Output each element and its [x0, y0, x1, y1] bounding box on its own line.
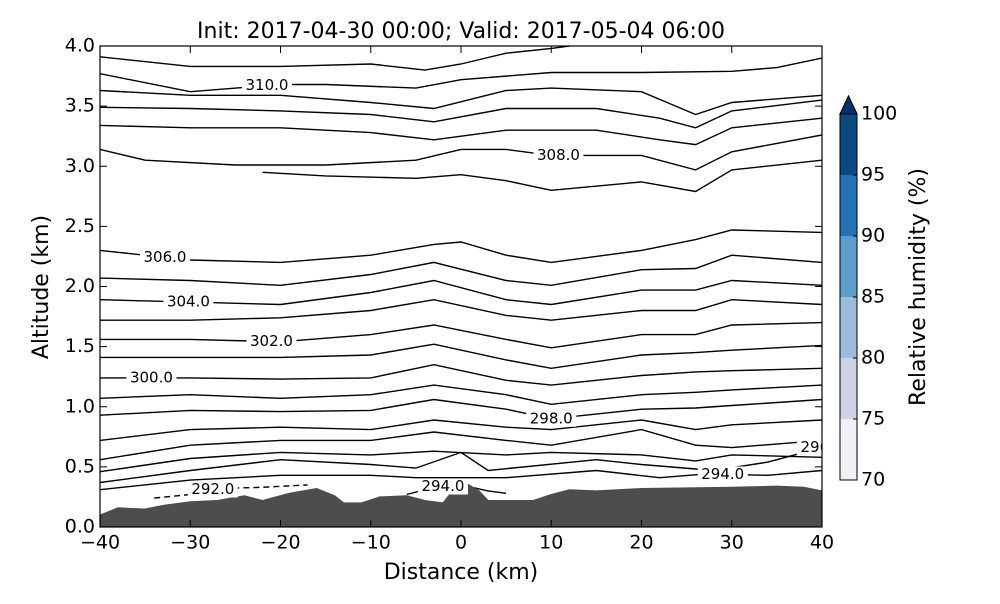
contour-label: 310.0 — [245, 76, 288, 94]
contour-line — [100, 99, 822, 129]
contour-line — [100, 87, 822, 116]
contour-line — [100, 321, 822, 349]
terrain — [100, 479, 822, 527]
colorbar-tick-label: 75 — [861, 408, 885, 430]
contour-label-gap — [187, 481, 238, 498]
colorbar-tick-label: 90 — [861, 225, 885, 247]
contour-line — [262, 159, 822, 193]
contour-label-gap — [797, 439, 822, 456]
x-tick-label: 20 — [629, 532, 653, 554]
contour-line — [100, 398, 822, 420]
colorbar-tick-label: 80 — [861, 347, 885, 369]
contour-line — [100, 419, 822, 442]
x-tick-label: 10 — [539, 532, 563, 554]
x-tick-label: 40 — [810, 532, 834, 554]
contour-label-gap — [241, 77, 292, 94]
contour-line — [100, 229, 822, 264]
contour-label-gap — [163, 294, 214, 311]
colorbar-segment — [840, 297, 857, 358]
contour-line — [100, 117, 822, 146]
contour-label: 292.0 — [191, 480, 234, 498]
y-tick-label: 1.5 — [65, 335, 95, 357]
colorbar-label: Relative humidity (%) — [906, 168, 931, 406]
y-axis-label: Altitude (km) — [29, 215, 54, 359]
contour-label-gap — [533, 147, 584, 164]
contour-label: 300.0 — [130, 368, 173, 386]
contour-line — [100, 254, 822, 287]
contour-line — [100, 450, 822, 473]
y-tick-label: 1.0 — [65, 395, 95, 417]
contour-label-gap — [417, 478, 468, 495]
contour-line — [100, 428, 822, 461]
contour-line — [100, 134, 822, 171]
contour-line — [100, 298, 822, 321]
contour-label-gap — [139, 249, 190, 266]
contour-line — [100, 384, 822, 406]
contour-label: 306.0 — [144, 248, 187, 266]
contour-line — [100, 343, 822, 370]
colorbar-tick-label: 95 — [861, 164, 885, 186]
contour-line — [100, 46, 570, 71]
y-tick-label: 4.0 — [65, 35, 95, 57]
contour-label: 302.0 — [250, 332, 293, 350]
y-tick-label: 3.5 — [65, 95, 95, 117]
chart-title: Init: 2017-04-30 00:00; Valid: 2017-05-0… — [197, 19, 725, 44]
contour-label: 304.0 — [167, 293, 210, 311]
contour-line — [100, 363, 822, 386]
colorbar-segment — [840, 358, 857, 419]
colorbar-segment — [840, 114, 857, 175]
colorbar-segment — [840, 236, 857, 297]
contour-label: 298.0 — [530, 409, 573, 427]
contour-line — [100, 279, 822, 306]
contour-label-gap — [697, 466, 748, 483]
colorbar-tick-label: 100 — [861, 103, 897, 125]
colorbar-tick-label: 85 — [861, 286, 885, 308]
y-tick-label: 0.5 — [65, 455, 95, 477]
colorbar-extend — [839, 94, 858, 115]
contour-label-gap — [126, 369, 177, 386]
contour-label: 296.0 — [801, 438, 844, 456]
x-tick-label: 30 — [720, 532, 744, 554]
contour-label: 294.0 — [701, 465, 744, 483]
x-tick-label: −20 — [260, 532, 300, 554]
y-tick-label: 2.0 — [65, 275, 95, 297]
y-tick-label: 2.5 — [65, 215, 95, 237]
x-tick-label: −40 — [80, 532, 120, 554]
y-tick-label: 0.0 — [65, 516, 95, 538]
contour-label: 294.0 — [421, 477, 464, 495]
colorbar-tick-label: 70 — [861, 469, 885, 491]
plot-frame — [99, 45, 823, 528]
contour-label-gap — [526, 410, 577, 427]
colorbar-segment — [840, 175, 857, 236]
x-tick-label: 0 — [455, 532, 467, 554]
contour-line — [100, 57, 822, 93]
x-tick-label: −10 — [351, 532, 391, 554]
contour-label: 308.0 — [537, 146, 580, 164]
plot-area: 310.0 308.0 306.0 304.0 302.0 300.0 298.0 296.0… — [100, 46, 844, 527]
axes: −40 −30 −20 −10 0 10 20 30 40 0.0 0.5 1.0 1.5 2.0 2.5 3… — [65, 35, 834, 554]
y-tick-label: 3.0 — [65, 155, 95, 177]
x-tick-label: −30 — [170, 532, 210, 554]
contour-label-gap — [246, 333, 297, 350]
colorbar-segment — [840, 419, 857, 480]
x-axis-label: Distance (km) — [384, 560, 539, 585]
